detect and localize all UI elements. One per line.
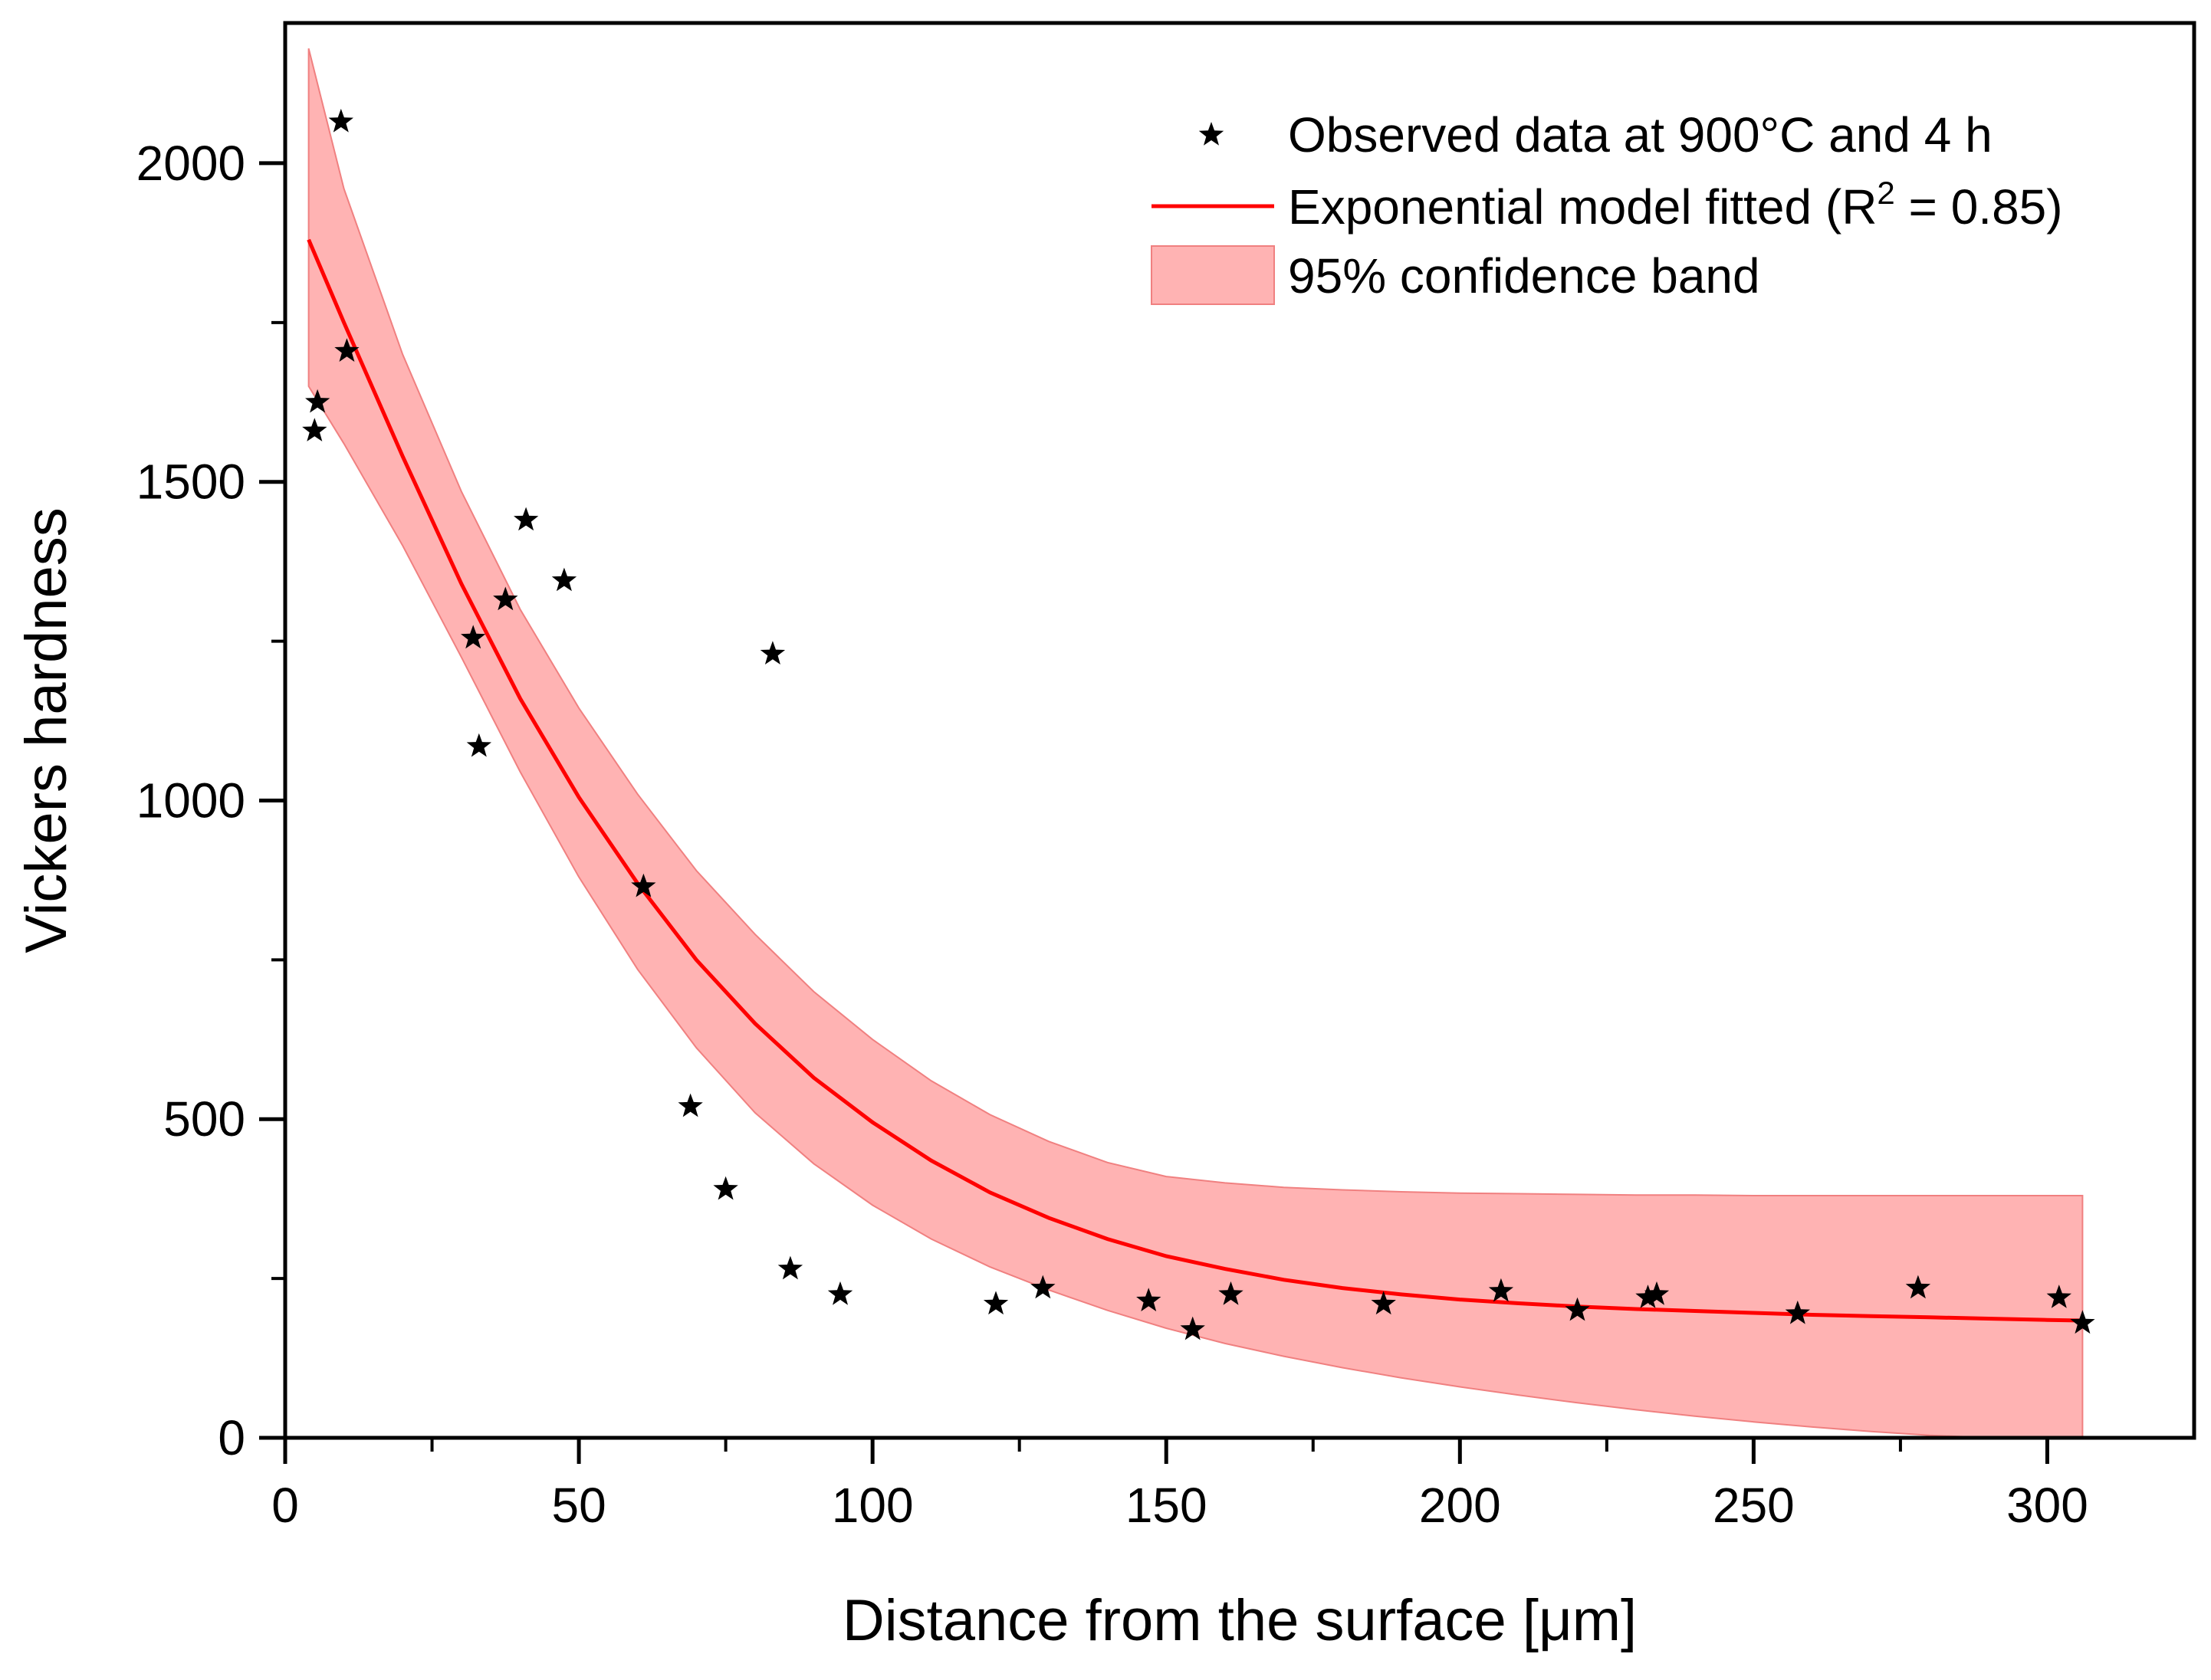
x-axis-ticks: 0 50 100 150 200 250 300 bbox=[271, 1438, 2088, 1533]
observed-point bbox=[328, 108, 353, 133]
observed-point bbox=[1180, 1316, 1205, 1340]
y-tick-label: 1000 bbox=[136, 773, 245, 828]
x-tick-label: 200 bbox=[1419, 1478, 1501, 1533]
observed-point bbox=[827, 1281, 853, 1305]
legend-fit-superscript: 2 bbox=[1877, 175, 1894, 211]
legend: Observed data at 900°C and 4 h Exponenti… bbox=[1151, 107, 2063, 305]
observed-point bbox=[1218, 1281, 1243, 1305]
y-tick-label: 2000 bbox=[136, 136, 245, 191]
x-tick-label: 100 bbox=[832, 1478, 914, 1533]
observed-point bbox=[1565, 1297, 1590, 1321]
legend-star-icon bbox=[1198, 122, 1224, 146]
observed-point bbox=[1030, 1275, 1056, 1299]
legend-observed-label: Observed data at 900°C and 4 h bbox=[1288, 107, 1993, 162]
observed-point bbox=[1785, 1300, 1810, 1324]
legend-fit-label: Exponential model fitted (R2 = 0.85) bbox=[1288, 175, 2063, 235]
observed-point bbox=[302, 418, 327, 441]
observed-points-layer bbox=[302, 108, 2095, 1340]
observed-point bbox=[1371, 1291, 1396, 1315]
legend-band-label: 95% confidence band bbox=[1288, 248, 1760, 304]
observed-point bbox=[493, 586, 518, 611]
observed-point bbox=[334, 338, 360, 362]
observed-point bbox=[1488, 1278, 1514, 1302]
observed-point bbox=[1635, 1285, 1661, 1308]
legend-fit-prefix: Exponential model fitted (R bbox=[1288, 179, 1877, 235]
observed-point bbox=[2070, 1310, 2095, 1334]
observed-point bbox=[1905, 1275, 1931, 1299]
legend-fit-suffix: = 0.85) bbox=[1895, 179, 2063, 235]
observed-point bbox=[1136, 1288, 1161, 1311]
legend-band-swatch bbox=[1151, 245, 1275, 305]
observed-point bbox=[514, 507, 539, 531]
x-tick-label: 300 bbox=[2006, 1478, 2088, 1533]
x-axis-title: Distance from the surface [μm] bbox=[843, 1588, 1637, 1653]
observed-point bbox=[2046, 1285, 2071, 1308]
y-tick-label: 1500 bbox=[136, 454, 245, 510]
x-tick-label: 0 bbox=[271, 1478, 299, 1533]
observed-point bbox=[777, 1255, 803, 1280]
observed-point bbox=[713, 1176, 738, 1200]
y-tick-label: 500 bbox=[163, 1091, 245, 1147]
y-tick-label: 0 bbox=[218, 1410, 245, 1465]
x-tick-label: 150 bbox=[1125, 1478, 1207, 1533]
observed-point bbox=[760, 641, 786, 664]
y-axis-ticks: 0 500 1000 1500 2000 bbox=[136, 136, 285, 1465]
observed-point bbox=[461, 625, 486, 649]
plot-frame bbox=[283, 21, 2196, 1440]
y-axis-title: Vickers hardness bbox=[14, 507, 79, 953]
observed-point bbox=[631, 873, 656, 897]
x-tick-label: 250 bbox=[1713, 1478, 1795, 1533]
observed-point bbox=[678, 1093, 703, 1117]
observed-point bbox=[1644, 1281, 1670, 1305]
x-tick-label: 50 bbox=[551, 1478, 606, 1533]
observed-point bbox=[466, 733, 491, 757]
observed-point bbox=[305, 389, 330, 413]
observed-point bbox=[983, 1291, 1009, 1315]
observed-point bbox=[551, 567, 577, 592]
